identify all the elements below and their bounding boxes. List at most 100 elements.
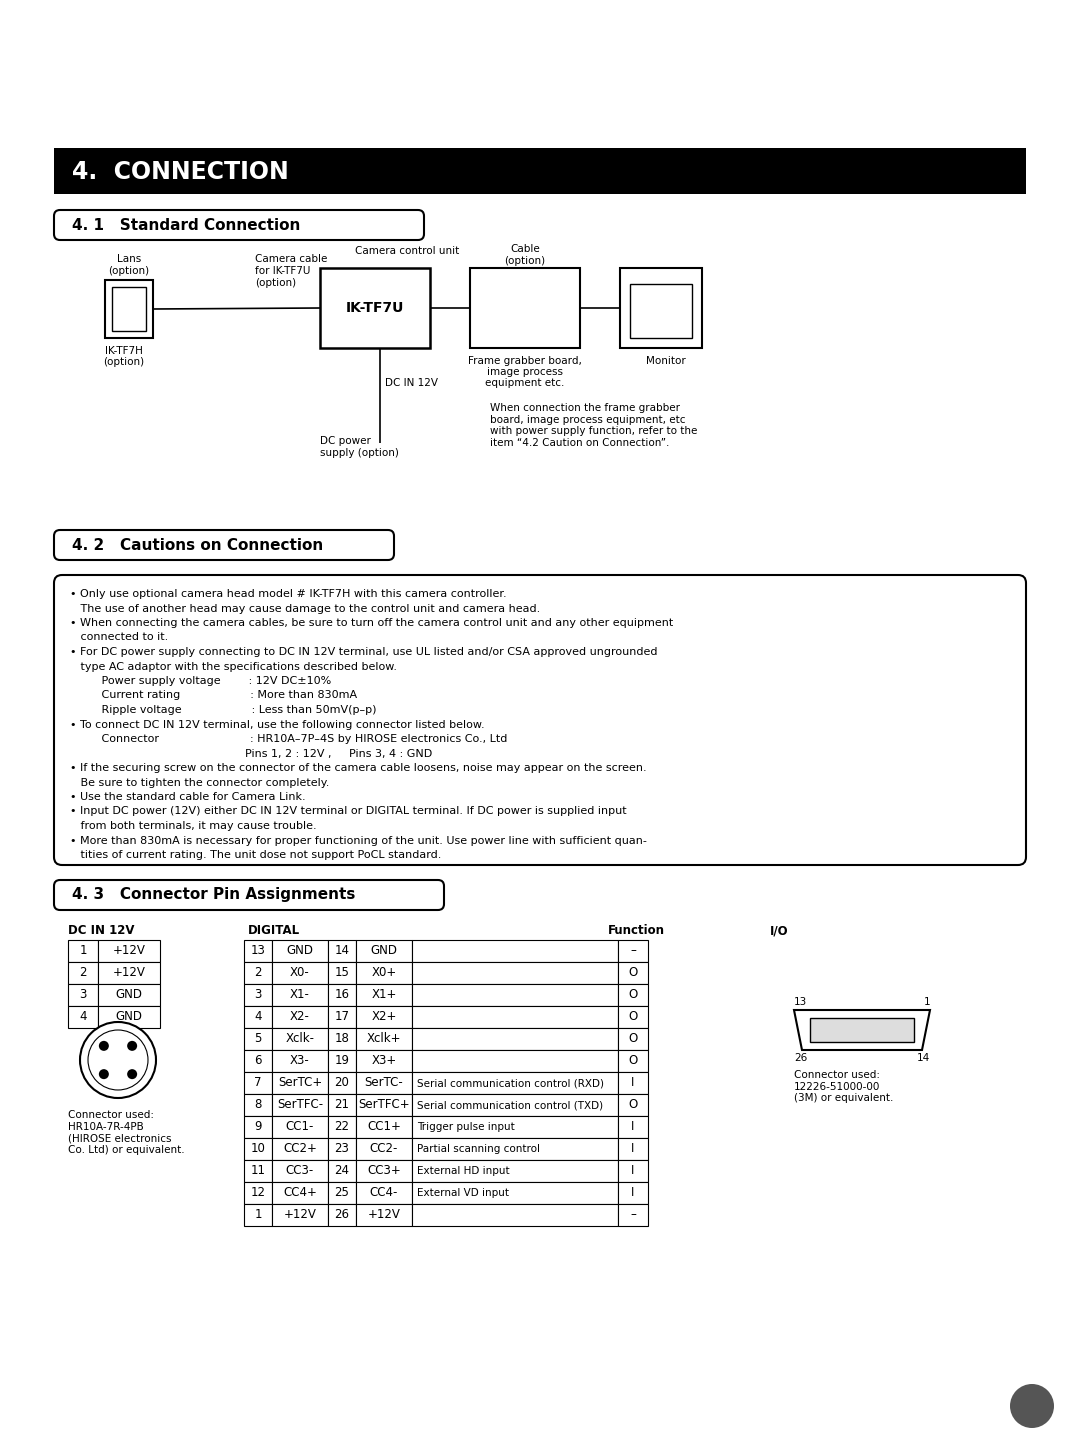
Text: I/O: I/O [770, 923, 788, 938]
Text: tities of current rating. The unit dose not support PoCL standard.: tities of current rating. The unit dose … [70, 850, 442, 860]
FancyBboxPatch shape [54, 880, 444, 910]
Text: Current rating                    : More than 830mA: Current rating : More than 830mA [70, 691, 357, 701]
Text: X2-: X2- [291, 1011, 310, 1024]
Text: I: I [632, 1120, 635, 1133]
Text: 7: 7 [254, 1077, 261, 1090]
Text: (option): (option) [108, 266, 149, 276]
Text: 13: 13 [251, 945, 266, 958]
Text: 17: 17 [335, 1011, 350, 1024]
Text: 22: 22 [335, 1120, 350, 1133]
Text: 2: 2 [254, 966, 261, 979]
Text: • Use the standard cable for Camera Link.: • Use the standard cable for Camera Link… [70, 793, 306, 801]
Text: I: I [632, 1143, 635, 1156]
Text: CC2-: CC2- [369, 1143, 399, 1156]
Bar [618, 1137, 648, 1160]
Bar [328, 984, 356, 1007]
Bar [272, 1073, 328, 1094]
Bar [618, 1007, 648, 1028]
Text: 21: 21 [335, 1099, 350, 1111]
Text: 25: 25 [335, 1186, 350, 1199]
Text: O: O [629, 1011, 637, 1024]
Circle shape [127, 1041, 137, 1051]
Bar [411, 1028, 618, 1050]
Bar [620, 269, 702, 348]
FancyBboxPatch shape [54, 574, 1026, 864]
Text: Camera cable: Camera cable [255, 254, 327, 264]
Text: 7: 7 [1025, 1396, 1039, 1416]
Bar [328, 1116, 356, 1137]
Bar [328, 1007, 356, 1028]
Bar [411, 1182, 618, 1203]
Text: 14: 14 [917, 1053, 930, 1063]
Bar [411, 1160, 618, 1182]
Bar [356, 1137, 411, 1160]
Text: O: O [629, 988, 637, 1001]
Text: O: O [629, 1032, 637, 1045]
Text: Cable: Cable [510, 244, 540, 254]
FancyBboxPatch shape [54, 530, 394, 560]
Bar [244, 941, 272, 962]
Bar [98, 1007, 160, 1028]
Text: • Input DC power (12V) either DC IN 12V terminal or DIGITAL terminal. If DC powe: • Input DC power (12V) either DC IN 12V … [70, 807, 626, 817]
Bar [411, 984, 618, 1007]
Bar [244, 1203, 272, 1226]
Bar [244, 1073, 272, 1094]
Bar [328, 962, 356, 984]
Text: SerTC+: SerTC+ [278, 1077, 322, 1090]
Bar [68, 962, 98, 984]
Bar [618, 1094, 648, 1116]
Bar [272, 941, 328, 962]
Text: –: – [630, 945, 636, 958]
Bar [618, 941, 648, 962]
Text: When connection the frame grabber
board, image process equipment, etc
with power: When connection the frame grabber board,… [490, 404, 698, 448]
Bar [244, 1116, 272, 1137]
Text: CC3-: CC3- [286, 1165, 314, 1178]
Bar [98, 962, 160, 984]
Bar [411, 941, 618, 962]
Bar [411, 1094, 618, 1116]
Text: • To connect DC IN 12V terminal, use the following connector listed below.: • To connect DC IN 12V terminal, use the… [70, 719, 485, 729]
Bar [272, 1007, 328, 1028]
Text: 20: 20 [335, 1077, 350, 1090]
Bar [356, 1050, 411, 1073]
Text: 4: 4 [79, 1011, 86, 1024]
Text: (option): (option) [504, 256, 545, 266]
Text: 2: 2 [79, 966, 86, 979]
Text: GND: GND [370, 945, 397, 958]
Bar [272, 1160, 328, 1182]
Text: 16: 16 [335, 988, 350, 1001]
Text: 8: 8 [254, 1099, 261, 1111]
Text: Connector used:
12226-51000-00
(3M) or equivalent.: Connector used: 12226-51000-00 (3M) or e… [794, 1070, 893, 1103]
Bar [411, 1050, 618, 1073]
Text: X0+: X0+ [372, 966, 396, 979]
Text: 19: 19 [335, 1054, 350, 1067]
Text: supply (option): supply (option) [320, 448, 399, 458]
Text: Connector                          : HR10A–7P–4S by HIROSE electronics Co., Ltd: Connector : HR10A–7P–4S by HIROSE electr… [70, 734, 508, 744]
Text: 3: 3 [254, 988, 261, 1001]
Text: Ripple voltage                    : Less than 50mV(p–p): Ripple voltage : Less than 50mV(p–p) [70, 705, 377, 715]
Text: +12V: +12V [112, 966, 146, 979]
Text: O: O [629, 1054, 637, 1067]
Text: 4.  CONNECTION: 4. CONNECTION [72, 159, 288, 184]
Bar [618, 962, 648, 984]
Bar [356, 1160, 411, 1182]
Text: GND: GND [116, 988, 143, 1001]
Bar [356, 1182, 411, 1203]
Text: (option): (option) [255, 279, 296, 289]
Bar [618, 1182, 648, 1203]
Bar [630, 284, 692, 337]
Text: CC3+: CC3+ [367, 1165, 401, 1178]
Bar [272, 1094, 328, 1116]
Text: • If the securing screw on the connector of the camera cable loosens, noise may : • If the securing screw on the connector… [70, 763, 647, 773]
Bar [356, 1094, 411, 1116]
Bar [244, 1050, 272, 1073]
Bar [328, 1160, 356, 1182]
Bar [356, 1073, 411, 1094]
Text: X3-: X3- [291, 1054, 310, 1067]
FancyBboxPatch shape [54, 210, 424, 240]
Bar [328, 1094, 356, 1116]
Circle shape [99, 1070, 109, 1078]
Bar [68, 941, 98, 962]
Bar [356, 1007, 411, 1028]
Bar [618, 1160, 648, 1182]
